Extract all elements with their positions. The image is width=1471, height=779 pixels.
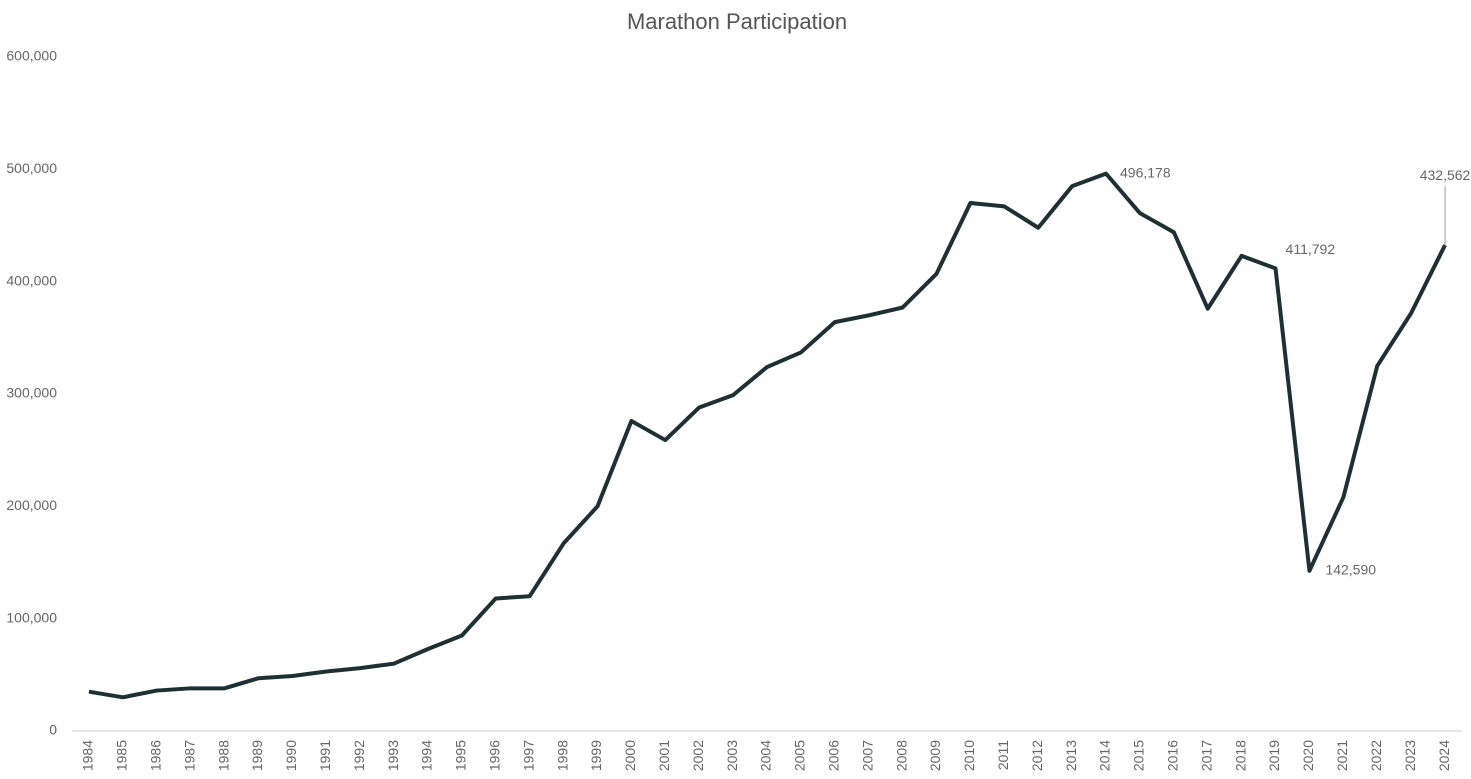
x-tick-label: 2009 bbox=[927, 740, 943, 771]
data-label: 142,590 bbox=[1325, 562, 1376, 578]
x-tick-label: 2017 bbox=[1198, 740, 1214, 771]
x-tick-label: 2015 bbox=[1131, 740, 1147, 771]
y-tick-label: 100,000 bbox=[6, 609, 57, 625]
chart-title: Marathon Participation bbox=[627, 9, 847, 34]
data-label: 496,178 bbox=[1120, 164, 1171, 180]
x-tick-label: 2006 bbox=[826, 740, 842, 771]
data-label: 411,792 bbox=[1286, 241, 1336, 257]
x-tick-label: 2012 bbox=[1029, 740, 1045, 771]
x-tick-label: 2016 bbox=[1165, 740, 1181, 771]
x-tick-label: 1984 bbox=[80, 740, 96, 771]
x-tick-label: 2008 bbox=[893, 740, 909, 771]
x-tick-label: 2013 bbox=[1063, 740, 1079, 771]
x-tick-label: 1990 bbox=[283, 740, 299, 771]
x-tick-label: 1996 bbox=[486, 740, 502, 771]
x-tick-label: 2024 bbox=[1436, 740, 1452, 771]
x-tick-label: 2011 bbox=[995, 740, 1011, 770]
x-tick-label: 1991 bbox=[317, 740, 333, 771]
x-tick-label: 2018 bbox=[1232, 740, 1248, 771]
x-tick-label: 1987 bbox=[181, 740, 197, 771]
x-tick-label: 2020 bbox=[1300, 740, 1316, 771]
x-tick-label: 2003 bbox=[724, 740, 740, 771]
y-tick-label: 600,000 bbox=[6, 48, 57, 64]
x-tick-label: 1997 bbox=[520, 740, 536, 771]
x-tick-label: 1986 bbox=[147, 740, 163, 771]
x-tick-label: 1994 bbox=[419, 740, 435, 771]
x-tick-label: 2004 bbox=[758, 740, 774, 771]
x-tick-label: 2000 bbox=[622, 740, 638, 771]
x-tick-label: 2014 bbox=[1097, 740, 1113, 771]
x-tick-label: 2007 bbox=[859, 740, 875, 771]
x-tick-label: 2010 bbox=[961, 740, 977, 771]
x-tick-label: 2023 bbox=[1402, 740, 1418, 771]
x-tick-label: 2002 bbox=[690, 740, 706, 771]
y-tick-label: 0 bbox=[49, 722, 57, 738]
y-tick-label: 400,000 bbox=[6, 272, 57, 288]
data-line bbox=[88, 171, 1447, 700]
x-tick-label: 2021 bbox=[1334, 740, 1350, 771]
y-tick-label: 500,000 bbox=[6, 160, 57, 176]
y-tick-label: 300,000 bbox=[6, 385, 57, 401]
x-tick-label: 1995 bbox=[453, 740, 469, 771]
x-tick-label: 2005 bbox=[792, 740, 808, 771]
x-tick-label: 1992 bbox=[351, 740, 367, 771]
x-tick-label: 1993 bbox=[385, 740, 401, 771]
x-tick-label: 1989 bbox=[249, 740, 265, 771]
y-tick-label: 200,000 bbox=[6, 497, 57, 513]
x-tick-label: 1985 bbox=[114, 740, 130, 771]
x-tick-label: 2022 bbox=[1368, 740, 1384, 771]
x-tick-label: 1988 bbox=[215, 740, 231, 771]
x-tick-label: 1998 bbox=[554, 740, 570, 771]
x-tick-label: 2001 bbox=[656, 740, 672, 771]
x-tick-label: 2019 bbox=[1266, 740, 1282, 771]
data-label: 432,562 bbox=[1420, 167, 1471, 183]
x-tick-label: 1999 bbox=[588, 740, 604, 771]
